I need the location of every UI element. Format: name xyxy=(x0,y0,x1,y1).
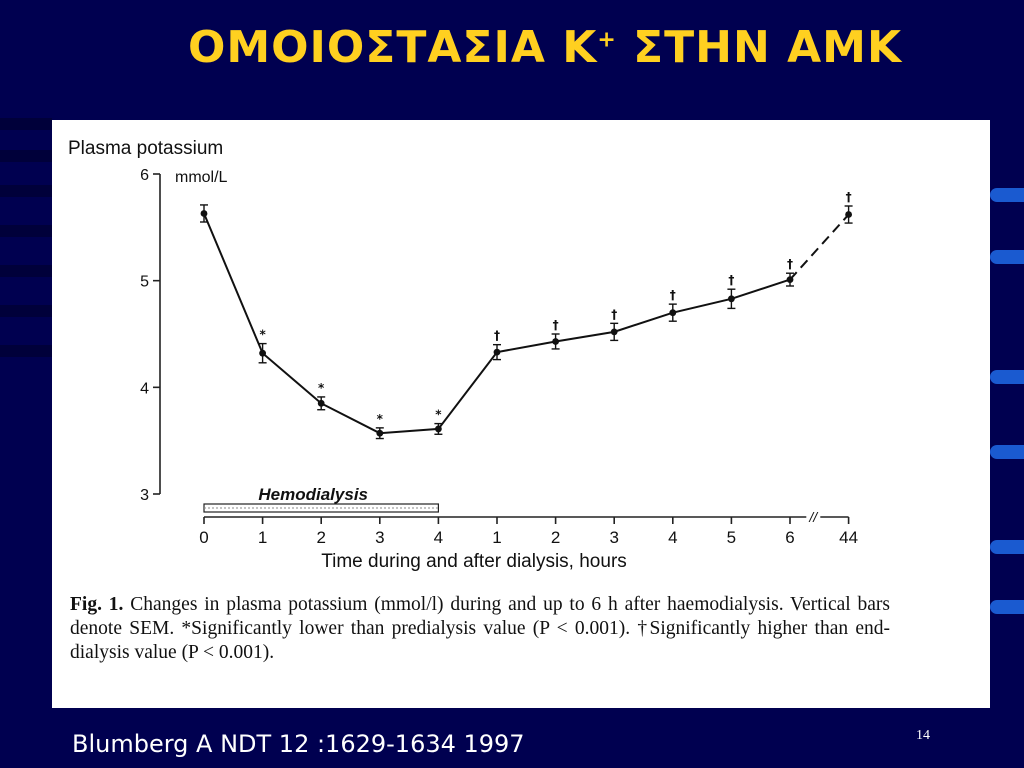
series-line-dashed xyxy=(789,213,850,281)
significance-marker: † xyxy=(494,329,500,343)
background-stripe xyxy=(0,225,52,237)
data-point xyxy=(610,328,618,336)
data-point xyxy=(493,348,501,356)
title-text: ΟΜΟΙΟΣΤΑΣΙΑ Κ xyxy=(187,22,598,73)
axis-break-mark: // xyxy=(808,509,819,525)
significance-marker: * xyxy=(259,328,266,342)
significance-marker: † xyxy=(728,273,734,287)
significance-marker: * xyxy=(435,408,442,422)
x-tick-label: 5 xyxy=(727,528,736,547)
significance-marker: † xyxy=(846,190,852,204)
significance-marker: † xyxy=(787,257,793,271)
data-point xyxy=(200,210,208,217)
x-tick-label: 1 xyxy=(258,528,267,547)
x-tick-label: 4 xyxy=(434,528,443,547)
page-number: 14 xyxy=(916,728,930,743)
x-tick-label: 1 xyxy=(492,528,501,547)
data-point xyxy=(317,399,325,407)
x-axis: // 0 1 2 3 4 1 2 3 4 5 6 44 xyxy=(199,509,858,547)
data-point xyxy=(669,309,677,317)
x-axis-label: Time during and after dialysis, hours xyxy=(321,551,627,572)
figure-caption: Fig. 1. Changes in plasma potassium (mmo… xyxy=(70,593,890,665)
caption-text: Changes in plasma potassium (mmol/l) dur… xyxy=(70,594,890,663)
title-suffix: ΣΤΗΝ ΑΜΚ xyxy=(616,22,903,73)
background-stripe-right xyxy=(990,600,1024,614)
y-axis: 3 4 5 6 xyxy=(140,167,161,504)
y-tick-label: 5 xyxy=(140,274,149,291)
data-point xyxy=(376,429,384,437)
x-tick-label: 44 xyxy=(839,528,858,547)
x-tick-label: 6 xyxy=(785,528,794,547)
caption-label: Fig. 1. xyxy=(70,594,124,615)
y-tick-label: 3 xyxy=(140,487,149,504)
background-stripe-right xyxy=(990,250,1024,264)
figure-panel: Plasma potassium mmol/L 3 4 5 6 Hemodialysi… xyxy=(52,120,990,708)
x-tick-label: 4 xyxy=(668,528,677,547)
background-stripe xyxy=(0,185,52,197)
x-tick-label: 2 xyxy=(316,528,325,547)
data-point xyxy=(435,425,442,433)
data-point xyxy=(552,338,559,345)
data-point xyxy=(259,349,266,357)
hemodialysis-label: Hemodialysis xyxy=(258,485,368,504)
y-tick-label: 4 xyxy=(140,380,149,397)
x-tick-label: 3 xyxy=(375,528,384,547)
chart-title: Plasma potassium xyxy=(68,138,223,159)
slide-title: ΟΜΟΙΟΣΤΑΣΙΑ Κ+ ΣΤΗΝ ΑΜΚ xyxy=(0,22,1024,73)
citation-footer: Blumberg A NDT 12 :1629-1634 1997 xyxy=(72,730,525,758)
title-superscript: + xyxy=(597,27,617,53)
data-point xyxy=(728,295,735,303)
background-stripe xyxy=(0,118,52,130)
hemodialysis-band: Hemodialysis xyxy=(203,485,439,513)
x-tick-label: 2 xyxy=(551,528,560,547)
y-unit-label: mmol/L xyxy=(175,169,228,186)
background-stripe-right xyxy=(990,540,1024,554)
potassium-chart: Plasma potassium mmol/L 3 4 5 6 Hemodialysi… xyxy=(68,138,858,572)
background-stripe-right xyxy=(990,445,1024,459)
data-point xyxy=(845,211,852,218)
background-stripe xyxy=(0,345,52,357)
background-stripe xyxy=(0,150,52,162)
series-layer: * * * * † † † † † † † xyxy=(200,190,853,440)
significance-marker: * xyxy=(318,381,325,395)
data-point xyxy=(786,276,794,283)
significance-marker: † xyxy=(553,318,559,332)
background-stripe xyxy=(0,305,52,317)
significance-marker: † xyxy=(670,288,676,302)
x-tick-label: 0 xyxy=(199,528,208,547)
significance-marker: * xyxy=(377,412,384,426)
x-tick-label: 3 xyxy=(609,528,618,547)
background-stripe-right xyxy=(990,188,1024,202)
series-line xyxy=(203,213,791,435)
background-stripe xyxy=(0,265,52,277)
background-stripe-right xyxy=(990,370,1024,384)
significance-marker: † xyxy=(611,307,617,321)
y-tick-label: 6 xyxy=(140,167,149,184)
